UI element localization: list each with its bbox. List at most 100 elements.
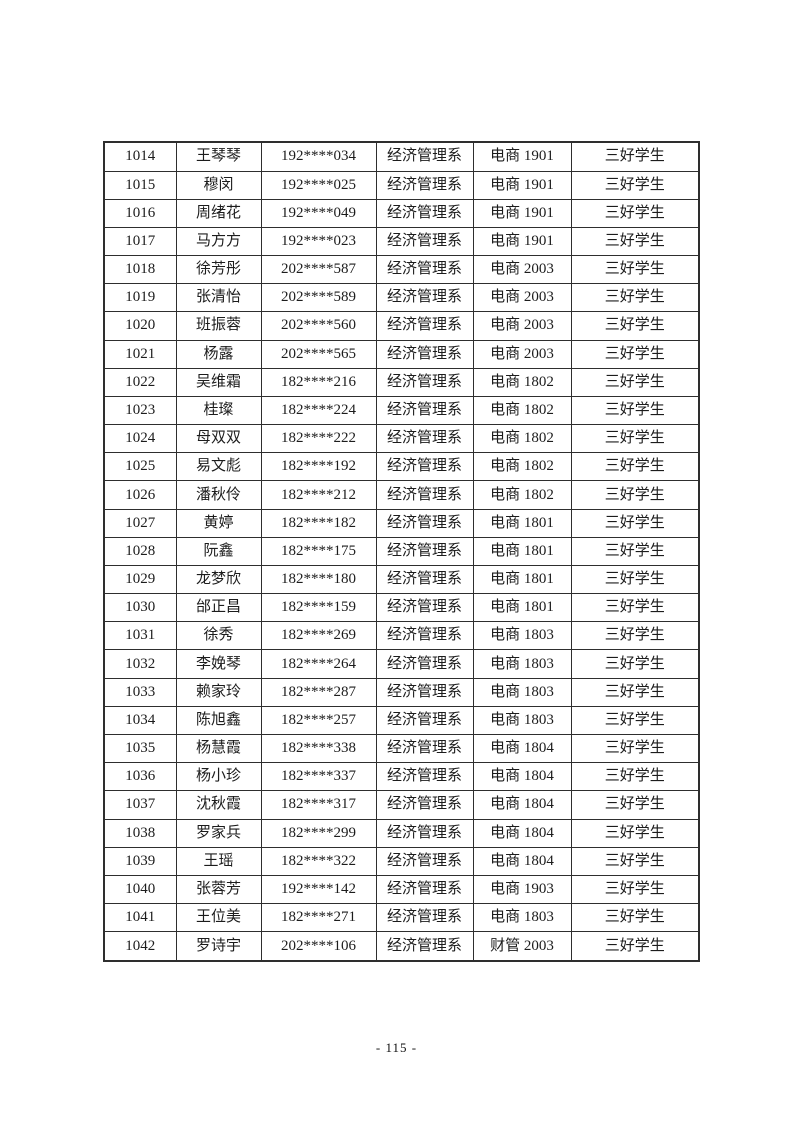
cell-award: 三好学生 [570,846,700,876]
cell-student-no: 182****287 [260,677,377,707]
awards-table: 1014 王琴琴 192****034 经济管理系 电商 1901 三好学生 1015 穆闵 1… [103,141,700,962]
cell-award: 三好学生 [570,733,700,764]
table-row: 1028 阮鑫 182****175 经济管理系 电商 1801 三好学生 [103,536,700,566]
cell-class-name: 电商 1903 [472,874,572,905]
table-row: 1033 赖家玲 182****287 经济管理系 电商 1803 三好学生 [103,677,700,707]
cell-department: 经济管理系 [375,621,474,651]
cell-class-name: 电商 1901 [472,141,572,172]
cell-id: 1030 [103,593,177,623]
cell-award: 三好学生 [570,480,700,510]
cell-name: 王瑶 [175,846,262,876]
cell-award: 三好学生 [570,452,700,482]
cell-award: 三好学生 [570,705,700,735]
cell-department: 经济管理系 [375,733,474,764]
cell-class-name: 电商 1803 [472,649,572,679]
cell-name: 阮鑫 [175,536,262,566]
cell-department: 经济管理系 [375,255,474,285]
cell-class-name: 电商 1802 [472,367,572,397]
cell-id: 1039 [103,846,177,876]
cell-student-no: 192****142 [260,874,377,905]
cell-student-no: 182****271 [260,903,377,933]
cell-class-name: 电商 1804 [472,733,572,764]
cell-name: 周绪花 [175,198,262,228]
cell-name: 吴维霜 [175,367,262,397]
cell-award: 三好学生 [570,931,700,962]
cell-name: 王位美 [175,903,262,933]
table-row: 1023 桂璨 182****224 经济管理系 电商 1802 三好学生 [103,395,700,426]
table-row: 1041 王位美 182****271 经济管理系 电商 1803 三好学生 [103,903,700,933]
cell-student-no: 182****269 [260,621,377,651]
cell-name: 李娩琴 [175,649,262,679]
table-row: 1032 李娩琴 182****264 经济管理系 电商 1803 三好学生 [103,649,700,679]
cell-class-name: 电商 1803 [472,677,572,707]
awards-table-body: 1014 王琴琴 192****034 经济管理系 电商 1901 三好学生 1015 穆闵 1… [103,141,700,962]
cell-student-no: 182****222 [260,424,377,454]
cell-id: 1034 [103,705,177,735]
cell-department: 经济管理系 [375,480,474,510]
table-row: 1016 周绪花 192****049 经济管理系 电商 1901 三好学生 [103,198,700,228]
cell-class-name: 电商 1802 [472,480,572,510]
cell-id: 1018 [103,255,177,285]
cell-student-no: 192****049 [260,198,377,228]
cell-student-no: 202****106 [260,931,377,962]
cell-student-no: 202****587 [260,255,377,285]
cell-student-no: 192****034 [260,141,377,172]
cell-class-name: 电商 2003 [472,283,572,313]
cell-name: 王琴琴 [175,141,262,172]
cell-department: 经济管理系 [375,283,474,313]
cell-award: 三好学生 [570,255,700,285]
cell-name: 张清怡 [175,283,262,313]
cell-id: 1027 [103,508,177,538]
cell-name: 赖家玲 [175,677,262,707]
cell-id: 1040 [103,874,177,905]
cell-award: 三好学生 [570,395,700,426]
cell-student-no: 202****589 [260,283,377,313]
cell-award: 三好学生 [570,141,700,172]
table-row: 1039 王瑶 182****322 经济管理系 电商 1804 三好学生 [103,846,700,876]
cell-department: 经济管理系 [375,931,474,962]
cell-name: 班振蓉 [175,311,262,341]
table-row: 1035 杨慧霞 182****338 经济管理系 电商 1804 三好学生 [103,733,700,764]
cell-student-no: 182****264 [260,649,377,679]
cell-class-name: 电商 1802 [472,424,572,454]
cell-id: 1019 [103,283,177,313]
table-row: 1022 吴维霜 182****216 经济管理系 电商 1802 三好学生 [103,367,700,397]
cell-id: 1016 [103,198,177,228]
cell-department: 经济管理系 [375,141,474,172]
table-row: 1017 马方方 192****023 经济管理系 电商 1901 三好学生 [103,226,700,257]
cell-student-no: 202****565 [260,339,377,369]
table-row: 1034 陈旭鑫 182****257 经济管理系 电商 1803 三好学生 [103,705,700,735]
table-row: 1024 母双双 182****222 经济管理系 电商 1802 三好学生 [103,424,700,454]
cell-student-no: 202****560 [260,311,377,341]
cell-id: 1036 [103,762,177,792]
cell-department: 经济管理系 [375,367,474,397]
cell-name: 沈秋霞 [175,790,262,820]
cell-name: 龙梦欣 [175,564,262,595]
cell-award: 三好学生 [570,621,700,651]
cell-award: 三好学生 [570,198,700,228]
cell-department: 经济管理系 [375,705,474,735]
cell-id: 1029 [103,564,177,595]
cell-id: 1033 [103,677,177,707]
cell-department: 经济管理系 [375,677,474,707]
cell-student-no: 182****180 [260,564,377,595]
cell-department: 经济管理系 [375,424,474,454]
cell-award: 三好学生 [570,762,700,792]
cell-award: 三好学生 [570,790,700,820]
cell-id: 1025 [103,452,177,482]
cell-class-name: 电商 1803 [472,621,572,651]
cell-department: 经济管理系 [375,818,474,848]
cell-student-no: 192****025 [260,170,377,200]
cell-id: 1031 [103,621,177,651]
table-row: 1038 罗家兵 182****299 经济管理系 电商 1804 三好学生 [103,818,700,848]
table-row: 1021 杨露 202****565 经济管理系 电商 2003 三好学生 [103,339,700,369]
cell-department: 经济管理系 [375,536,474,566]
cell-class-name: 电商 1801 [472,564,572,595]
cell-id: 1023 [103,395,177,426]
cell-student-no: 182****192 [260,452,377,482]
cell-award: 三好学生 [570,564,700,595]
cell-class-name: 电商 1801 [472,536,572,566]
cell-id: 1022 [103,367,177,397]
cell-id: 1024 [103,424,177,454]
